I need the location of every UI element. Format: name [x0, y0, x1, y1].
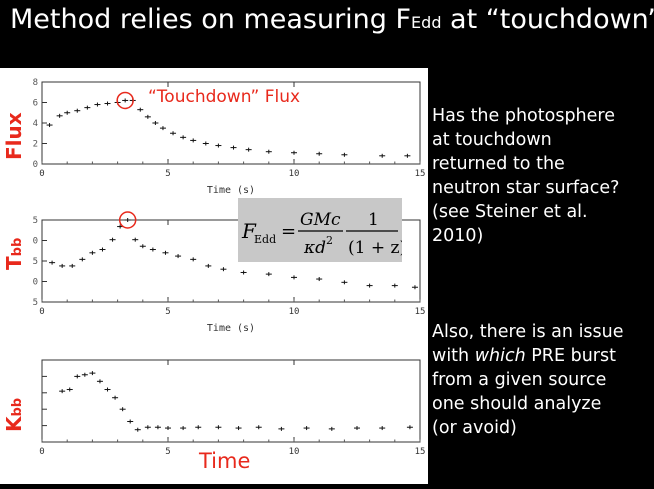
y-tick-label: 6: [33, 99, 38, 109]
issue-line: from a given source: [432, 370, 607, 390]
question-line: neutron star surface?: [432, 178, 620, 198]
y-tick-label: 0: [33, 160, 38, 170]
ylabel-tbb: Tbb: [2, 237, 26, 270]
issue-line: with which PRE burst: [432, 346, 616, 366]
question-line: (see Steiner et al.: [432, 202, 588, 222]
y-tick-label: 0: [33, 278, 38, 288]
x-tick-label: 5: [165, 447, 170, 457]
y-tick-label: 4: [33, 119, 38, 129]
xaxis-label-time: Time: [197, 449, 253, 473]
x-tick-label: 0: [39, 307, 44, 317]
title-end: at “touchdown”: [441, 4, 654, 35]
issue-line: (or avoid): [432, 418, 517, 438]
y-tick-label: 0: [33, 237, 38, 247]
issue-text: Also, there is an issue with which PRE b…: [432, 320, 654, 440]
ylabel-kbb: Kbb: [2, 397, 26, 432]
y-tick-label: 2: [33, 140, 38, 150]
slide-title: Method relies on measuring FEdd at “touc…: [10, 4, 654, 35]
x-tick-label: 5: [165, 169, 170, 179]
formula-num2: 1: [368, 210, 379, 230]
question-line: Has the photosphere: [432, 106, 615, 126]
x-tick-label: 15: [415, 307, 426, 317]
touchdown-flux-callout: “Touchdown” Flux: [148, 87, 301, 107]
touchdown-circle-kt: [118, 211, 137, 229]
x-axis-label: Time (s): [207, 323, 255, 334]
figure-background: [0, 68, 428, 484]
formula-den1: κd: [303, 238, 326, 258]
touchdown-circle-flux: [116, 91, 134, 110]
x-tick-label: 15: [415, 169, 426, 179]
formula-lhs: F: [241, 219, 257, 243]
x-tick-label: 15: [415, 447, 426, 457]
formula-den2: (1 + z): [348, 238, 402, 258]
title-subscript: Edd: [411, 13, 442, 32]
issue-line: Also, there is an issue: [432, 322, 624, 342]
issue-line: one should analyze: [432, 394, 602, 414]
y-tick-label: 5: [33, 257, 38, 267]
svg-text:=: =: [281, 221, 296, 242]
x-tick-label: 10: [289, 447, 300, 457]
eddington-flux-formula: F Edd = GMc κd 2 1 (1 + z): [238, 198, 406, 262]
x-tick-label: 0: [39, 447, 44, 457]
formula-lhs-sub: Edd: [254, 233, 276, 246]
y-tick-label: 5: [33, 298, 38, 308]
x-tick-label: 0: [39, 169, 44, 179]
ylabel-flux: Flux: [2, 112, 26, 160]
formula-den1-sup: 2: [326, 234, 333, 247]
formula-num1: GMc: [300, 210, 341, 230]
panel-frame: [41, 359, 421, 443]
question-line: at touchdown: [432, 130, 552, 150]
title-main: Method relies on measuring F: [10, 4, 412, 35]
x-tick-label: 10: [289, 307, 300, 317]
question-line: returned to the: [432, 154, 565, 174]
question-text: Has the photosphere at touchdown returne…: [432, 104, 654, 248]
x-axis-label: Time (s): [207, 185, 255, 196]
x-tick-label: 5: [165, 307, 170, 317]
y-tick-label: 8: [33, 78, 38, 88]
question-line: 2010): [432, 226, 484, 246]
x-tick-label: 10: [289, 169, 300, 179]
y-tick-label: 5: [33, 216, 38, 226]
